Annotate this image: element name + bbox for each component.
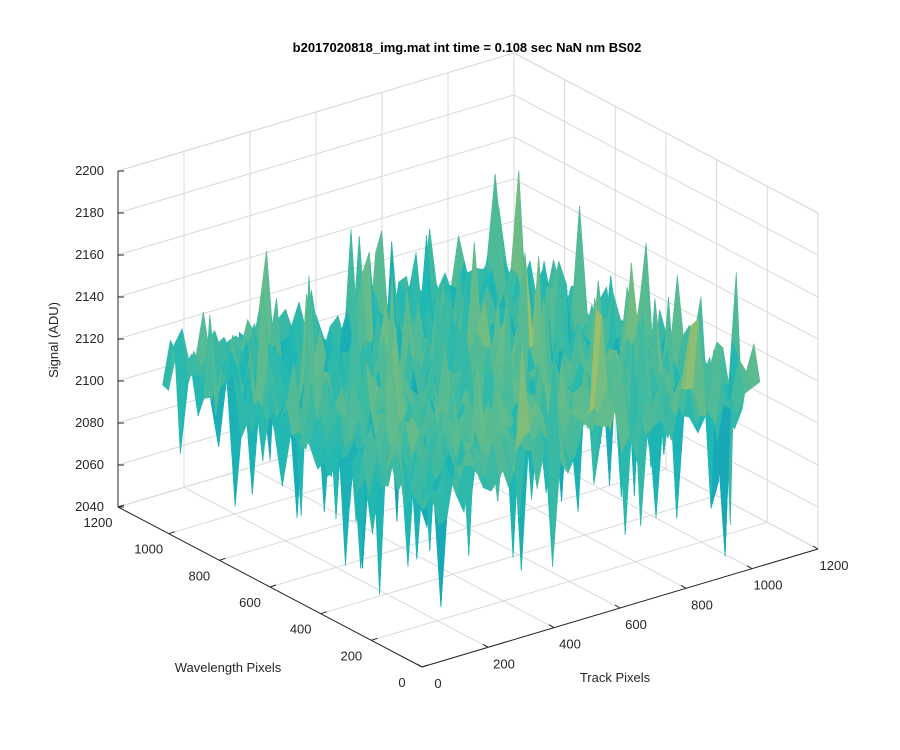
z-tick-label: 2160	[75, 247, 104, 262]
z-tick-label: 2040	[75, 499, 104, 514]
y-tick	[219, 557, 226, 561]
box-edge	[513, 52, 819, 214]
grid-line	[117, 178, 515, 298]
surface-patch	[415, 458, 430, 510]
grid-line	[513, 136, 819, 298]
x-tick	[812, 545, 819, 550]
y-tick-label: 0	[398, 675, 405, 690]
x-tick-label: 0	[434, 676, 441, 691]
y-tick	[320, 611, 327, 615]
grid-line	[513, 220, 819, 382]
y-tick	[168, 531, 175, 535]
grid-line	[117, 220, 515, 340]
y-tick	[421, 664, 429, 668]
y-tick	[371, 637, 378, 641]
x-tick	[416, 663, 423, 668]
y-axis-label: Wavelength Pixels	[175, 660, 282, 675]
x-axis-label: Track Pixels	[580, 670, 651, 685]
y-tick-label: 400	[290, 622, 312, 637]
surface-plot	[162, 170, 761, 608]
y-tick-label: 200	[340, 648, 362, 663]
x-tick-label: 200	[493, 656, 515, 671]
grid-line	[117, 94, 515, 214]
x-tick	[482, 643, 489, 648]
y-tick-label: 600	[239, 595, 261, 610]
x-tick-label: 1000	[754, 578, 783, 593]
z-tick-label: 2200	[75, 163, 104, 178]
grid-line	[513, 94, 819, 256]
x-tick	[746, 565, 753, 570]
x-tick	[680, 584, 687, 589]
x-tick-label: 600	[625, 617, 647, 632]
grid-line	[371, 521, 768, 641]
z-axis-label: Signal (ADU)	[46, 302, 61, 378]
grid-line	[513, 178, 819, 340]
z-tick-label: 2120	[75, 331, 104, 346]
y-tick-label: 1200	[84, 515, 113, 530]
grid-line	[117, 136, 515, 256]
z-tick-label: 2140	[75, 289, 104, 304]
y-tick-label: 800	[188, 568, 210, 583]
x-tick	[548, 624, 555, 629]
y-tick	[117, 504, 125, 508]
z-tick-label: 2100	[75, 373, 104, 388]
x-tick-label: 800	[691, 597, 713, 612]
x-tick-label: 1200	[820, 558, 849, 573]
tick-labels: 2040 2060 2080 2100 2120 2140 2160 2180 2200 0 200…	[75, 163, 848, 691]
axes	[117, 170, 819, 668]
x-tick-label: 400	[559, 637, 581, 652]
x-tick	[614, 604, 621, 609]
y-tick	[269, 584, 277, 588]
y-tick-label: 1000	[134, 542, 163, 557]
grid-line	[320, 495, 717, 615]
box-edge	[117, 52, 515, 172]
z-tick-label: 2180	[75, 205, 104, 220]
chart-title: b2017020818_img.mat int time = 0.108 sec…	[293, 40, 642, 55]
z-tick-label: 2080	[75, 415, 104, 430]
z-tick-label: 2060	[75, 457, 104, 472]
